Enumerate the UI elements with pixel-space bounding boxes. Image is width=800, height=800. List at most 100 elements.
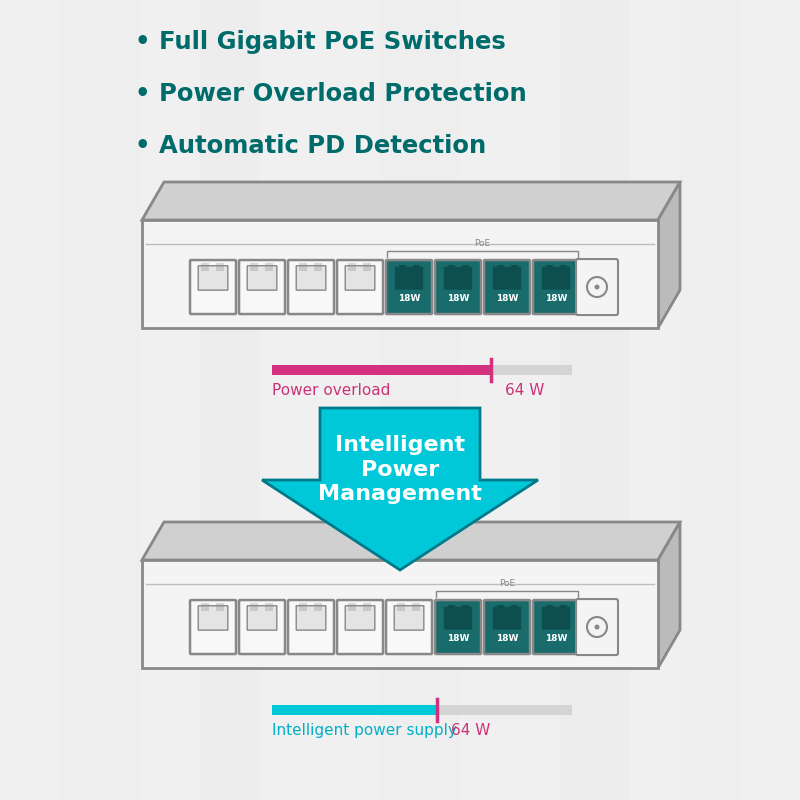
Text: • Power Overload Protection: • Power Overload Protection xyxy=(135,82,526,106)
Bar xyxy=(348,603,356,611)
Bar xyxy=(250,603,258,611)
Bar xyxy=(299,263,307,271)
Bar xyxy=(314,263,322,271)
Circle shape xyxy=(587,277,607,297)
Bar xyxy=(348,263,356,271)
Circle shape xyxy=(594,625,599,630)
FancyBboxPatch shape xyxy=(386,260,432,314)
Bar xyxy=(546,605,554,608)
Bar xyxy=(560,265,567,268)
Bar xyxy=(413,265,421,268)
FancyBboxPatch shape xyxy=(198,606,228,630)
FancyBboxPatch shape xyxy=(435,600,481,654)
FancyBboxPatch shape xyxy=(337,600,383,654)
FancyBboxPatch shape xyxy=(493,266,521,290)
FancyBboxPatch shape xyxy=(484,600,530,654)
FancyBboxPatch shape xyxy=(337,260,383,314)
FancyBboxPatch shape xyxy=(296,266,326,290)
Text: 64 W: 64 W xyxy=(505,383,544,398)
Circle shape xyxy=(594,285,599,290)
Bar xyxy=(363,263,371,271)
Text: • Full Gigabit PoE Switches: • Full Gigabit PoE Switches xyxy=(135,30,506,54)
Bar xyxy=(363,603,371,611)
Text: 18W: 18W xyxy=(447,294,470,303)
FancyBboxPatch shape xyxy=(484,260,530,314)
Bar xyxy=(217,263,224,271)
FancyBboxPatch shape xyxy=(395,266,423,290)
Bar xyxy=(380,0,460,800)
Polygon shape xyxy=(658,182,680,328)
Text: 64 W: 64 W xyxy=(451,723,490,738)
Bar xyxy=(60,0,140,800)
Bar xyxy=(272,705,572,715)
Bar xyxy=(560,605,567,608)
FancyBboxPatch shape xyxy=(296,606,326,630)
Circle shape xyxy=(587,617,607,637)
Text: Intelligent power supply: Intelligent power supply xyxy=(272,723,457,738)
FancyBboxPatch shape xyxy=(533,600,579,654)
FancyBboxPatch shape xyxy=(247,266,277,290)
Bar xyxy=(200,0,260,800)
Bar xyxy=(299,603,307,611)
Bar xyxy=(511,265,518,268)
Text: PoE: PoE xyxy=(499,579,515,588)
Polygon shape xyxy=(658,522,680,668)
FancyBboxPatch shape xyxy=(533,260,579,314)
FancyBboxPatch shape xyxy=(444,606,472,630)
Polygon shape xyxy=(142,522,680,560)
Bar xyxy=(448,605,455,608)
Text: 18W: 18W xyxy=(545,294,567,303)
FancyBboxPatch shape xyxy=(394,606,424,630)
Bar xyxy=(250,263,258,271)
Bar xyxy=(413,603,420,611)
Bar xyxy=(142,560,658,668)
Bar xyxy=(497,265,504,268)
FancyBboxPatch shape xyxy=(288,260,334,314)
FancyBboxPatch shape xyxy=(288,600,334,654)
Bar xyxy=(497,605,504,608)
Bar xyxy=(511,605,518,608)
Bar xyxy=(462,265,470,268)
FancyBboxPatch shape xyxy=(386,600,432,654)
FancyBboxPatch shape xyxy=(444,266,472,290)
FancyBboxPatch shape xyxy=(198,266,228,290)
Text: • Automatic PD Detection: • Automatic PD Detection xyxy=(135,134,486,158)
FancyBboxPatch shape xyxy=(190,260,236,314)
Text: 18W: 18W xyxy=(496,294,518,303)
Bar xyxy=(202,603,209,611)
Polygon shape xyxy=(262,408,538,570)
Text: Intelligent
Power
Management: Intelligent Power Management xyxy=(318,434,482,504)
Polygon shape xyxy=(142,182,680,220)
Text: Power overload: Power overload xyxy=(272,383,390,398)
Bar xyxy=(398,265,406,268)
Text: 18W: 18W xyxy=(496,634,518,643)
FancyBboxPatch shape xyxy=(542,266,570,290)
Bar xyxy=(217,603,224,611)
Bar xyxy=(142,220,658,328)
Bar xyxy=(202,263,209,271)
Bar xyxy=(266,603,273,611)
FancyBboxPatch shape xyxy=(190,600,236,654)
FancyBboxPatch shape xyxy=(576,599,618,655)
Text: 18W: 18W xyxy=(447,634,470,643)
Bar xyxy=(462,605,470,608)
Bar xyxy=(272,365,491,375)
FancyBboxPatch shape xyxy=(346,606,375,630)
Bar xyxy=(398,603,405,611)
FancyBboxPatch shape xyxy=(239,260,285,314)
FancyBboxPatch shape xyxy=(542,606,570,630)
FancyBboxPatch shape xyxy=(435,260,481,314)
Bar xyxy=(314,603,322,611)
Bar xyxy=(272,365,572,375)
FancyBboxPatch shape xyxy=(346,266,375,290)
FancyBboxPatch shape xyxy=(239,600,285,654)
FancyBboxPatch shape xyxy=(576,259,618,315)
Bar xyxy=(448,265,455,268)
FancyBboxPatch shape xyxy=(493,606,521,630)
Bar xyxy=(560,0,630,800)
Text: 18W: 18W xyxy=(545,634,567,643)
Text: PoE: PoE xyxy=(474,239,490,248)
Bar xyxy=(272,705,437,715)
Text: 18W: 18W xyxy=(398,294,420,303)
Bar xyxy=(266,263,273,271)
